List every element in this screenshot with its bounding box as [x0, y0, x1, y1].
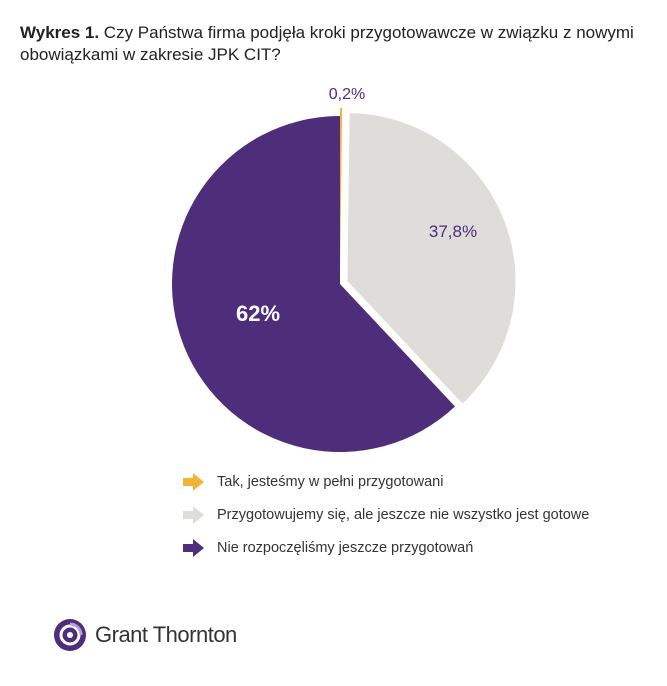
pie-chart: 0,2% 37,8% 62% [171, 86, 516, 452]
chart-title: Wykres 1. Czy Państwa firma podjęła krok… [20, 22, 650, 66]
pie-slice [347, 113, 516, 404]
legend-item: Przygotowujemy się, ale jeszcze nie wszy… [183, 505, 589, 525]
arrow-icon [183, 539, 204, 557]
legend-item: Tak, jesteśmy w pełni przygotowani [183, 472, 589, 492]
logo-text: Grant Thornton [95, 622, 237, 647]
chart-title-text: Czy Państwa firma podjęła kroki przygoto… [20, 23, 634, 64]
data-label: 37,8% [429, 222, 477, 241]
arrow-icon [183, 473, 204, 491]
chart-legend: Tak, jesteśmy w pełni przygotowani Przyg… [183, 472, 589, 571]
legend-label: Przygotowujemy się, ale jeszcze nie wszy… [217, 507, 590, 523]
arrow-icon [183, 506, 204, 524]
legend-item: Nie rozpoczęliśmy jeszcze przygotowań [183, 538, 589, 558]
data-label: 0,2% [329, 86, 365, 103]
pie-slice [340, 108, 343, 277]
chart-title-label: Wykres 1. [20, 23, 100, 42]
grant-thornton-logo: Grant Thornton [53, 618, 237, 652]
legend-label: Tak, jesteśmy w pełni przygotowani [217, 474, 444, 490]
data-label: 62% [236, 301, 280, 326]
pie-slice [171, 116, 456, 452]
legend-label: Nie rozpoczęliśmy jeszcze przygotowań [217, 540, 474, 556]
grant-thornton-logo-icon [54, 619, 86, 651]
